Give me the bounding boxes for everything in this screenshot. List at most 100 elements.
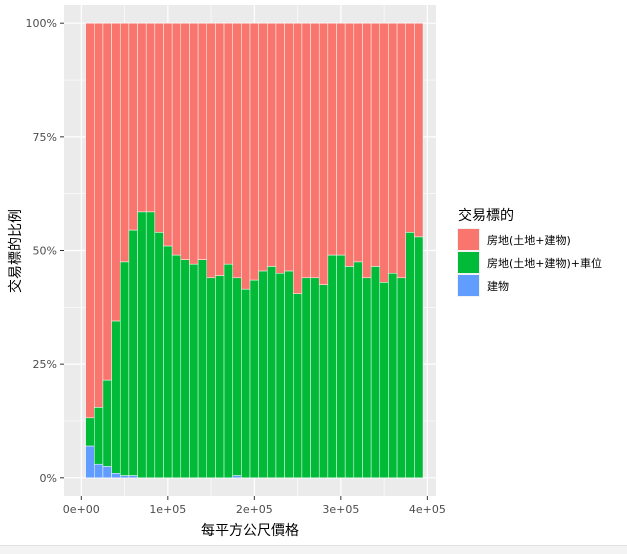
- bars: [85, 22, 424, 479]
- bar-segment: [223, 263, 233, 479]
- bar-segment: [154, 22, 164, 233]
- bar-segment: [310, 22, 320, 279]
- bar-segment: [145, 211, 156, 479]
- bar-segment: [405, 232, 415, 479]
- x-tick-label: 4e+05: [409, 503, 446, 516]
- bar-segment: [275, 272, 285, 479]
- bar-segment: [344, 22, 355, 267]
- bar-segment: [379, 282, 389, 479]
- bar-segment: [189, 22, 199, 265]
- bar-segment: [344, 266, 355, 479]
- bar-segment: [94, 22, 104, 408]
- bar-segment: [232, 22, 242, 279]
- legend-label: 房地(土地+建物)+車位: [487, 256, 602, 270]
- legend-title: 交易標的: [458, 207, 514, 224]
- y-axis-title: 交易標的比例: [7, 209, 24, 293]
- bar-segment: [379, 22, 389, 283]
- bar-segment: [85, 445, 95, 479]
- bar-segment: [111, 22, 121, 322]
- bar-segment: [197, 22, 207, 260]
- bar-segment: [111, 473, 121, 479]
- bar-segment: [102, 22, 112, 381]
- bar-segment: [223, 22, 233, 265]
- bar-segment: [180, 22, 190, 260]
- bar-segment: [189, 263, 199, 479]
- bar-segment: [249, 22, 259, 281]
- legend-swatch: [458, 275, 479, 296]
- bar-segment: [414, 22, 424, 238]
- bar-segment: [249, 279, 259, 479]
- bar-segment: [405, 22, 415, 233]
- bar-segment: [102, 466, 112, 479]
- bar-segment: [293, 293, 303, 479]
- bar-segment: [180, 259, 190, 479]
- legend-swatch: [458, 252, 479, 273]
- bar-segment: [353, 22, 363, 263]
- x-axis: 0e+00 1e+05 2e+05 3e+05 4e+05: [63, 496, 446, 516]
- x-tick-label: 2e+05: [236, 503, 273, 516]
- bar-segment: [232, 277, 242, 476]
- bar-segment: [370, 22, 381, 267]
- bar-segment: [310, 277, 320, 479]
- bar-segment: [318, 22, 329, 285]
- bar-segment: [128, 229, 138, 476]
- bar-segment: [353, 261, 363, 479]
- bar-segment: [318, 284, 329, 479]
- bar-segment: [85, 417, 95, 447]
- bar-segment: [241, 288, 251, 479]
- bar-segment: [215, 275, 225, 479]
- bar-segment: [137, 211, 147, 479]
- bar-segment: [171, 254, 182, 479]
- y-tick-label: 0%: [40, 472, 57, 485]
- bar-segment: [154, 232, 164, 479]
- bar-segment: [119, 261, 130, 476]
- bar-segment: [241, 22, 251, 290]
- bar-segment: [388, 272, 398, 479]
- x-tick-label: 3e+05: [322, 503, 359, 516]
- bar-segment: [301, 22, 311, 279]
- bar-segment: [267, 22, 277, 267]
- bar-segment: [388, 22, 398, 274]
- bar-segment: [396, 277, 406, 479]
- bar-segment: [145, 22, 156, 213]
- bar-segment: [163, 22, 173, 247]
- bar-segment: [396, 22, 406, 279]
- bar-segment: [215, 22, 225, 276]
- y-tick-label: 25%: [33, 358, 57, 371]
- legend-label: 房地(土地+建物): [487, 233, 571, 247]
- legend-label: 建物: [487, 279, 509, 293]
- bar-segment: [327, 254, 337, 479]
- bar-segment: [206, 22, 216, 279]
- bar-segment: [293, 22, 303, 294]
- y-tick-label: 75%: [33, 131, 57, 144]
- y-axis: 0% 25% 50% 75% 100%: [26, 17, 64, 485]
- bar-segment: [267, 266, 277, 479]
- bar-segment: [102, 379, 112, 467]
- bar-segment: [362, 22, 372, 279]
- bar-segment: [119, 22, 130, 263]
- x-tick-label: 0e+00: [63, 503, 100, 516]
- bar-segment: [171, 22, 182, 256]
- bar-segment: [111, 320, 121, 474]
- bar-segment: [94, 407, 104, 465]
- bar-segment: [336, 254, 346, 479]
- bar-segment: [336, 22, 346, 256]
- bar-segment: [128, 475, 138, 479]
- y-tick-label: 100%: [26, 17, 57, 30]
- bar-segment: [206, 277, 216, 479]
- bar-segment: [197, 259, 207, 479]
- bar-segment: [414, 236, 424, 479]
- bar-segment: [301, 277, 311, 479]
- bar-segment: [258, 270, 268, 479]
- bar-segment: [275, 22, 285, 274]
- legend-swatch: [458, 229, 479, 250]
- bar-segment: [232, 475, 242, 479]
- bar-segment: [128, 22, 138, 231]
- bar-segment: [362, 277, 372, 479]
- window-bottom-strip: [0, 545, 627, 554]
- bar-segment: [137, 22, 147, 213]
- bar-segment: [119, 475, 130, 479]
- bar-segment: [258, 22, 268, 272]
